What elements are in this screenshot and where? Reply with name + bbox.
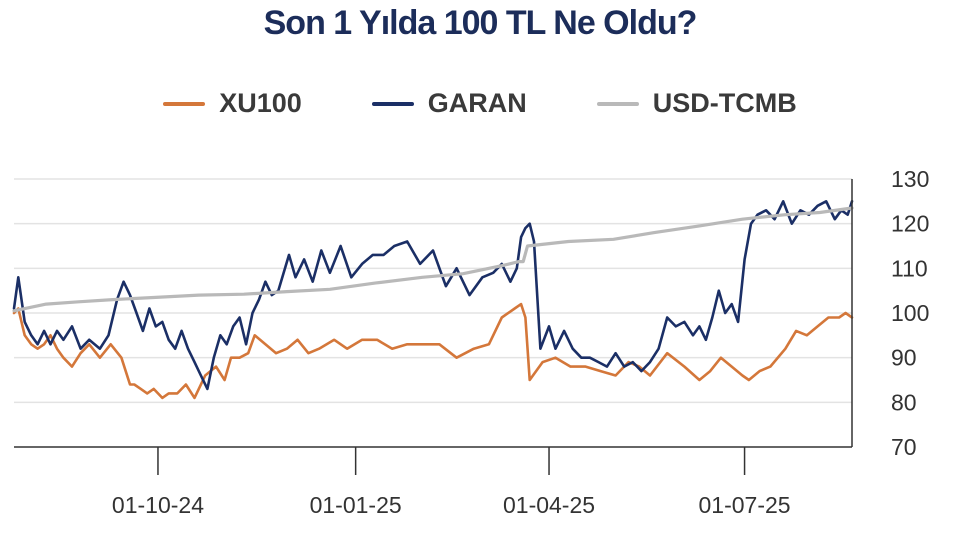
legend-swatch-usd-tcmb: [596, 101, 639, 106]
legend-label-usd-tcmb: USD-TCMB: [652, 88, 797, 118]
legend-item-usd-tcmb: USD-TCMB: [596, 88, 797, 119]
series-line-garan: [12, 200, 854, 391]
y-tick-label-80: 80: [891, 389, 917, 415]
series-line-usd-tcmb: [12, 206, 854, 313]
y-tick-label-90: 90: [891, 345, 917, 371]
y-tick-label-100: 100: [891, 300, 929, 326]
chart-legend: XU100 GARAN USD-TCMB: [0, 88, 960, 119]
legend-swatch-garan: [371, 101, 414, 106]
y-tick-label-130: 130: [891, 166, 929, 192]
y-tick-label-70: 70: [891, 434, 917, 460]
series-line-xu100: [12, 302, 854, 400]
legend-label-xu100: XU100: [219, 88, 302, 118]
legend-swatch-xu100: [163, 101, 206, 106]
x-tick-label-01-01-25: 01-01-25: [310, 492, 402, 518]
x-tick-label-01-07-25: 01-07-25: [699, 492, 791, 518]
legend-item-xu100: XU100: [163, 88, 302, 119]
x-tick-label-01-04-25: 01-04-25: [503, 492, 595, 518]
y-tick-label-110: 110: [891, 255, 928, 281]
y-tick-label-120: 120: [891, 211, 929, 237]
chart-title: Son 1 Yılda 100 TL Ne Oldu?: [263, 4, 698, 42]
legend-item-garan: GARAN: [371, 88, 527, 119]
legend-label-garan: GARAN: [427, 88, 527, 118]
x-tick-label-01-10-24: 01-10-24: [112, 492, 204, 518]
